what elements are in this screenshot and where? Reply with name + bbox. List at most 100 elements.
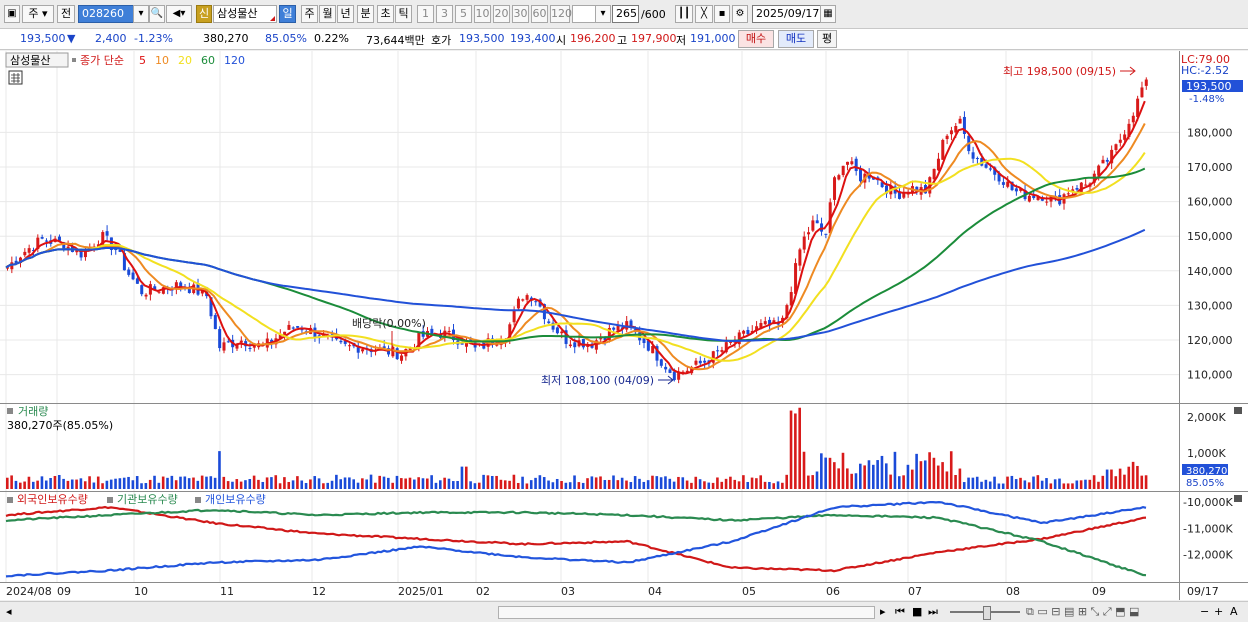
volume-bar bbox=[408, 477, 412, 489]
candle-body bbox=[737, 332, 741, 345]
date-input[interactable]: 2025/09/17 bbox=[752, 5, 822, 23]
draw-tool-icon[interactable]: ╳ bbox=[695, 5, 713, 23]
volume-bar bbox=[391, 482, 394, 489]
calendar-icon[interactable]: ▦ bbox=[820, 5, 836, 23]
gear-icon[interactable]: ⚙ bbox=[732, 5, 748, 23]
scroll-thumb[interactable] bbox=[498, 606, 875, 619]
stock-chart[interactable]: 180,000 170,000 160,000 150,000 140,000 130,0… bbox=[0, 51, 1248, 600]
interval-20[interactable]: 20 bbox=[493, 5, 510, 23]
ma-label-5: 5 bbox=[139, 54, 146, 67]
volume-bar bbox=[105, 480, 109, 489]
window-icon[interactable]: ▣ bbox=[4, 5, 20, 23]
candle-body bbox=[270, 339, 274, 343]
low-arrow-icon bbox=[658, 375, 674, 385]
scroll-left-icon[interactable]: ◂ bbox=[6, 605, 12, 618]
candle-body bbox=[789, 292, 793, 306]
interval-5[interactable]: 5 bbox=[455, 5, 472, 23]
volume-bar bbox=[1118, 468, 1122, 489]
candle-body bbox=[1027, 195, 1031, 202]
interval-1[interactable]: 1 bbox=[417, 5, 434, 23]
sell-button[interactable]: 매도 bbox=[778, 30, 814, 48]
period-tab-4[interactable]: 분 bbox=[357, 5, 374, 23]
blank-dropdown-icon[interactable]: ▾ bbox=[595, 5, 611, 23]
interval-60[interactable]: 60 bbox=[531, 5, 548, 23]
interval-120[interactable]: 120 bbox=[550, 5, 572, 23]
zoom-in-icon[interactable]: + bbox=[1214, 605, 1224, 618]
font-size-icon[interactable]: A bbox=[1230, 605, 1238, 618]
volume-bar bbox=[53, 475, 57, 489]
x-label-1: 09 bbox=[57, 585, 71, 598]
candle-body bbox=[287, 324, 291, 330]
volume-bar bbox=[222, 476, 226, 489]
prev-button[interactable]: 전 bbox=[57, 5, 75, 23]
period-tab-5[interactable]: 초 bbox=[377, 5, 394, 23]
save-icon[interactable]: ▪ bbox=[714, 5, 730, 23]
interval-3[interactable]: 3 bbox=[436, 5, 453, 23]
ma-line-120 bbox=[5, 228, 1146, 343]
interval-30[interactable]: 30 bbox=[512, 5, 529, 23]
volume-bar bbox=[1084, 479, 1087, 489]
volume-bar bbox=[919, 461, 923, 489]
volume-bar bbox=[1045, 478, 1048, 489]
volume-close-icon[interactable] bbox=[1234, 407, 1242, 414]
volume-bar bbox=[967, 477, 970, 489]
period-tab-3[interactable]: 년 bbox=[337, 5, 354, 23]
grid-toggle-icon[interactable] bbox=[8, 70, 23, 85]
period-tab-1[interactable]: 주 bbox=[301, 5, 318, 23]
candle-body bbox=[400, 355, 404, 361]
x-label-3: 11 bbox=[220, 585, 234, 598]
volume-bar bbox=[486, 475, 490, 489]
candle-body bbox=[252, 345, 256, 348]
candle-body bbox=[850, 161, 854, 165]
volume-bar bbox=[451, 481, 455, 489]
volume-bar bbox=[83, 481, 87, 489]
volume-bar bbox=[811, 475, 814, 489]
code-input[interactable]: 028260 bbox=[78, 5, 136, 23]
period-tab-6[interactable]: 틱 bbox=[395, 5, 412, 23]
lc-label: LC:79.00 bbox=[1181, 53, 1230, 66]
volume-bar bbox=[694, 476, 698, 489]
candle-body bbox=[464, 340, 468, 347]
volume-bar bbox=[949, 451, 953, 489]
volume-bar bbox=[413, 479, 416, 489]
moving-average-lines bbox=[5, 100, 1146, 375]
tool-icons[interactable]: ⧉ ▭ ⊟ ▤ ⊞ ⤡ ⤢ ⬒ ⬓ bbox=[1026, 605, 1140, 618]
zoom-handle[interactable] bbox=[983, 606, 991, 620]
volume-bar bbox=[863, 465, 866, 489]
volume-bar bbox=[936, 465, 940, 489]
zoom-out-icon[interactable]: − bbox=[1200, 605, 1210, 618]
volume-bar bbox=[512, 474, 516, 489]
count-input[interactable]: 265 bbox=[612, 5, 639, 23]
vol-y-label-1: 1,000K bbox=[1187, 447, 1226, 460]
stop-icon[interactable]: ■ bbox=[912, 605, 923, 618]
volume-bar bbox=[850, 473, 853, 489]
candle-body bbox=[568, 344, 572, 347]
last-icon[interactable]: ⏭ bbox=[928, 605, 938, 618]
candle-icon[interactable]: ┃┃ bbox=[675, 5, 693, 23]
scroll-right-icon[interactable]: ▸ bbox=[880, 605, 886, 618]
y-label-7: 110,000 bbox=[1187, 369, 1233, 382]
code-dropdown-icon[interactable]: ▾ bbox=[133, 5, 149, 23]
type-select[interactable]: 주 ▾ bbox=[22, 5, 54, 23]
volume-bar bbox=[1006, 476, 1009, 489]
buy-button[interactable]: 매수 bbox=[738, 30, 774, 48]
quote-vol-ratio: 85.05% bbox=[265, 32, 307, 45]
period-tab-0[interactable]: 일 bbox=[279, 5, 296, 23]
candle-body bbox=[846, 161, 850, 165]
candle-body bbox=[949, 130, 953, 135]
volume-bar bbox=[36, 480, 39, 489]
holding-close-icon[interactable] bbox=[1234, 495, 1242, 502]
volume-bar bbox=[473, 483, 477, 489]
volume-bar bbox=[668, 478, 672, 489]
eval-button[interactable]: 평 bbox=[817, 30, 837, 48]
candle-body bbox=[941, 139, 945, 160]
first-icon[interactable]: ⏮ bbox=[895, 605, 905, 618]
volume-bar bbox=[14, 480, 18, 489]
sound-icon[interactable]: ◀▾ bbox=[166, 5, 192, 23]
volume-bar bbox=[1023, 480, 1027, 489]
interval-10[interactable]: 10 bbox=[474, 5, 491, 23]
x-label-13: 09 bbox=[1092, 585, 1106, 598]
search-icon[interactable]: 🔍 bbox=[149, 5, 165, 23]
period-tab-2[interactable]: 월 bbox=[319, 5, 336, 23]
candle-body bbox=[811, 220, 815, 231]
